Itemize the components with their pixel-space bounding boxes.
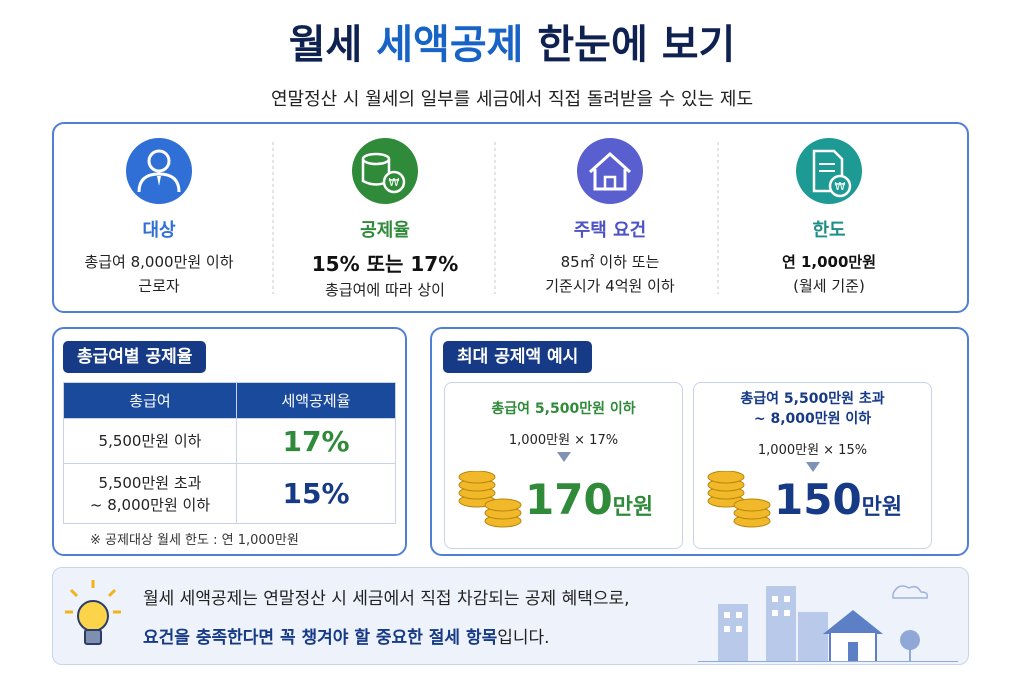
footer-highlight: 요건을 충족한다면 꼭 챙겨야 할 중요한 절세 항목: [143, 628, 498, 648]
income-line: 5,500만원 초과: [98, 473, 202, 492]
summary-label: 주택 요건: [573, 220, 647, 241]
icon-house: [577, 138, 643, 204]
title-part: 월세: [288, 22, 363, 68]
footer-line1: 월세 세액공제는 연말정산 시 세금에서 직접 차감되는 공제 혜택으로,: [143, 589, 630, 609]
table-header-row: 총급여 세액공제율: [63, 382, 396, 419]
coins-icon: [707, 471, 771, 528]
title: 월세 세액공제 한눈에 보기: [0, 12, 1024, 70]
table-row: 5,500만원 초과 ~ 8,000만원 이하 15%: [63, 463, 396, 524]
icon-document: ₩: [796, 138, 862, 204]
rate-panel: 총급여별 공제율 총급여 세액공제율 5,500만원 이하 17% 5,500만원 초과…: [52, 327, 407, 556]
summary-item: 공제율 15% 또는 17% 총급여에 따라 상이: [275, 216, 495, 302]
example-card: 총급여 5,500만원 초과 ~ 8,000만원 이하 1,000만원 × 15% 1…: [693, 382, 932, 549]
icon-person: [126, 138, 192, 204]
summary-line: 총급여에 따라 상이: [325, 281, 445, 299]
rate-cell: 17%: [236, 418, 396, 464]
footer-tail: 입니다.: [497, 628, 550, 648]
case-heading-line: ~ 8,000만원 이하: [753, 411, 872, 427]
summary-graphics: ₩ ₩: [126, 138, 862, 294]
case-heading: 총급여 5,500만원 초과 ~ 8,000만원 이하: [694, 389, 931, 429]
case-heading-line: 총급여 5,500만원 초과: [740, 391, 885, 407]
summary-label: 한도: [812, 220, 846, 241]
income-line: ~ 8,000만원 이하: [89, 495, 211, 514]
rate-cell: 15%: [236, 463, 396, 524]
svg-text:₩: ₩: [835, 180, 846, 193]
case-amount: 170만원: [525, 475, 653, 524]
table-header: 세액공제율: [236, 382, 396, 419]
amount-number: 150: [774, 475, 862, 524]
example-title: 최대 공제액 예시: [443, 341, 593, 373]
case-calc: 1,000만원 × 15%: [757, 443, 868, 458]
rate-note: ※ 공제대상 월세 한도 : 연 1,000만원: [90, 533, 299, 548]
case-heading-line: 총급여 5,500만원 이하: [491, 401, 636, 417]
arrow: [805, 462, 820, 472]
amount-unit: 만원: [861, 495, 903, 520]
footer-line2: 요건을 충족한다면 꼭 챙겨야 할 중요한 절세 항목입니다.: [143, 623, 550, 648]
title-part: 한눈에 보기: [537, 22, 736, 68]
example-card: 총급여 5,500만원 이하 1,000만원 × 17% 170만원: [444, 382, 683, 549]
case-amount: 150만원: [774, 475, 902, 524]
icon-coins: ₩: [352, 138, 418, 204]
amount-unit: 만원: [612, 495, 654, 520]
icon-bulb: [65, 580, 121, 645]
summary-line: (월세 기준): [793, 277, 865, 295]
summary-line: 총급여 8,000만원 이하: [84, 253, 234, 271]
income-cell: 5,500만원 이하: [63, 418, 237, 464]
case-heading: 총급여 5,500만원 이하: [445, 399, 682, 419]
dividers: [272, 142, 719, 294]
table-header: 총급여: [63, 382, 237, 419]
amount-number: 170: [525, 475, 613, 524]
rate-table: 총급여 세액공제율 5,500만원 이하 17% 5,500만원 초과 ~ 8,000만원…: [63, 382, 396, 524]
city-illustration: [698, 585, 958, 662]
arrow: [556, 452, 571, 462]
summary-line: 근로자: [138, 277, 180, 295]
subtitle: 연말정산 시 월세의 일부를 세금에서 직접 돌려받을 수 있는 제도: [270, 89, 754, 110]
summary-label: 공제율: [360, 220, 410, 241]
summary-line: 기준시가 4억원 이하: [545, 277, 675, 295]
title-highlight: 세액공제: [376, 22, 524, 68]
summary-line: 연 1,000만원: [781, 253, 877, 271]
coins-icon: [458, 471, 522, 528]
footer-panel: 월세 세액공제는 연말정산 시 세금에서 직접 차감되는 공제 혜택으로, 요건…: [52, 567, 969, 665]
case-calc: 1,000만원 × 17%: [508, 433, 619, 448]
income-cell: 5,500만원 초과 ~ 8,000만원 이하: [63, 463, 237, 524]
summary-line: 15% 또는 17%: [311, 252, 459, 276]
rate-title: 총급여별 공제율: [63, 341, 207, 373]
income-line: 5,500만원 이하: [98, 432, 202, 450]
summary-label: 대상: [142, 220, 176, 241]
table-row: 5,500만원 이하 17%: [63, 418, 396, 464]
svg-text:₩: ₩: [389, 176, 400, 189]
summary-line: 85㎡ 이하 또는: [560, 253, 660, 271]
example-panel: 최대 공제액 예시 총급여 5,500만원 이하 1,000만원 × 17% 170…: [430, 327, 969, 556]
